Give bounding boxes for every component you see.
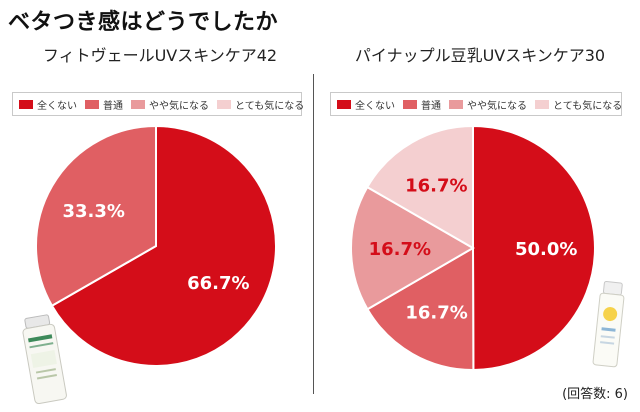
pie-slice-label: 16.7% [369,239,431,260]
legend-item: 普通 [403,97,441,112]
pie-slice-label: 16.7% [405,302,467,323]
pie-slice [50,124,277,367]
legend-label: やや気になる [149,100,209,112]
legend-swatch [337,99,351,109]
legend-swatch [85,99,99,109]
legend-item: 全くない [19,97,77,112]
pie-slice-label: 50.0% [515,239,577,260]
chart-title-left: フィトヴェールUVスキンケア42 [42,46,278,65]
product-bottle-icon [592,280,625,368]
divider [313,74,314,394]
legend-item: とても気になる [535,97,622,112]
legend-right: 全くない 普通 やや気になる とても気になる [330,92,622,116]
pie-slice-label: 16.7% [405,176,467,197]
legend-item: とても気になる [217,97,304,112]
legend-item: やや気になる [131,97,209,112]
legend-item: 普通 [85,97,123,112]
legend-swatch [403,99,417,109]
legend-left: 全くない 普通 やや気になる とても気になる [12,92,304,116]
product-tube-icon [22,314,67,405]
page-title: ベタつき感はどうでしたか [8,10,279,35]
legend-label: やや気になる [467,100,527,112]
legend-label: とても気になる [553,100,623,112]
legend-item: やや気になる [449,97,527,112]
legend-item: 全くない [337,97,395,112]
chart-title-right: パイナップル豆乳UVスキンケア30 [354,46,606,65]
pie-slice [365,124,474,250]
legend-swatch [131,99,145,109]
pie-slice [350,185,475,311]
response-count-note: (回答数: 6) [562,387,628,402]
pie-slice [35,124,157,308]
legend-swatch [449,99,463,109]
legend-swatch [535,99,549,109]
pie-slice-label: 33.3% [62,201,124,222]
legend-swatch [19,99,33,109]
legend-label: 全くない [355,100,395,112]
legend-swatch [217,99,231,109]
pie-slice [366,246,475,371]
pie-slice [472,124,596,372]
legend-label: とても気になる [235,100,305,112]
pie-slice-label: 66.7% [187,273,249,294]
legend-label: 普通 [421,100,441,112]
legend-label: 全くない [37,100,77,112]
legend-label: 普通 [103,100,123,112]
